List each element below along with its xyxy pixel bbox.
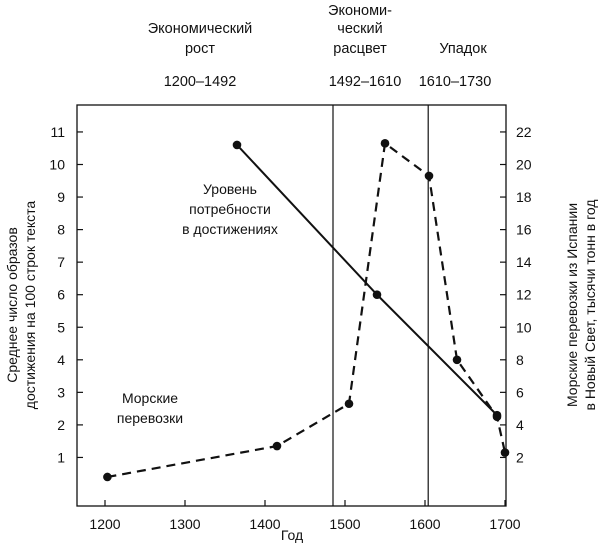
left-axis-title: Среднее число образов достижения на 100 …	[4, 201, 38, 410]
left-axis-title-line-2: достижения на 100 строк текста	[22, 201, 38, 410]
right-axis-ticks: 2 4 6 8 10 12 14 16 18 20 22	[500, 124, 532, 465]
x-axis-ticks: 1200 1300 1400 1500 1600 1700	[89, 500, 521, 532]
right-axis-title-line-2: в Новый Свет, тысячи тонн в год	[582, 199, 598, 410]
left-tick-label-9: 9	[57, 189, 65, 205]
period-3-name-line-1: Упадок	[439, 41, 487, 57]
period-2-name-line-1: Экономи-	[328, 3, 392, 19]
x-tick-label-1700: 1700	[489, 516, 520, 532]
series-2-point-3	[344, 399, 354, 409]
left-axis-ticks: 1 2 3 4 5 6 7 8 9 10 11	[49, 124, 83, 465]
achievement-label-line-3: в достижениях	[182, 221, 278, 237]
period-2-name-line-2: ческий	[337, 21, 382, 37]
series-labels: Уровень потребности в достижениях Морски…	[117, 181, 278, 426]
right-tick-label-16: 16	[516, 222, 532, 238]
right-tick-label-20: 20	[516, 157, 532, 173]
x-tick-label-1400: 1400	[249, 516, 280, 532]
series-layer	[103, 139, 510, 482]
right-tick-label-2: 2	[516, 449, 524, 465]
right-tick-label-8: 8	[516, 352, 524, 368]
achievement-label-line-1: Уровень	[203, 181, 257, 197]
period-2-name-line-3: расцвет	[333, 41, 387, 57]
series-2-point-1	[103, 472, 112, 482]
left-tick-label-10: 10	[49, 157, 65, 173]
period-2-range: 1492–1610	[329, 74, 402, 90]
x-tick-label-1500: 1500	[329, 516, 360, 532]
left-tick-label-3: 3	[57, 384, 65, 400]
right-axis-title-line-1: Морские перевозки из Испании	[564, 203, 580, 407]
right-tick-label-22: 22	[516, 124, 532, 140]
series-2-point-7	[492, 412, 502, 422]
period-1-name-line-2: рост	[185, 41, 215, 57]
period-headers: Экономический рост Экономи- ческий расцв…	[148, 3, 492, 90]
series-2-point-4	[380, 139, 390, 148]
left-axis-title-line-1: Среднее число образов	[4, 227, 20, 383]
series-2-point-5	[424, 171, 434, 181]
right-tick-label-14: 14	[516, 254, 532, 270]
left-tick-label-5: 5	[57, 319, 65, 335]
left-tick-label-11: 11	[50, 124, 65, 140]
x-tick-label-1600: 1600	[409, 516, 440, 532]
left-tick-label-6: 6	[57, 287, 65, 303]
right-tick-label-10: 10	[516, 319, 532, 335]
series-2-point-6	[452, 355, 462, 365]
plot-frame	[76, 104, 507, 507]
series-line-2	[107, 141, 507, 479]
series-1-point-2	[372, 290, 382, 300]
shipping-label-line-2: перевозки	[117, 410, 183, 426]
right-tick-label-6: 6	[516, 384, 524, 400]
left-tick-label-7: 7	[57, 254, 65, 270]
shipping-label-line-1: Морские	[122, 390, 178, 406]
right-axis-title: Морские перевозки из Испании в Новый Све…	[564, 199, 598, 410]
right-tick-label-18: 18	[516, 189, 532, 205]
x-tick-label-1200: 1200	[89, 516, 120, 532]
period-1-range: 1200–1492	[164, 74, 237, 90]
series-2-point-2	[272, 441, 282, 451]
left-tick-label-1: 1	[57, 449, 65, 465]
x-tick-label-1300: 1300	[169, 516, 200, 532]
period-1-name-line-1: Экономический	[148, 21, 253, 37]
achievement-label-line-2: потребности	[189, 201, 271, 217]
x-axis-title: Год	[281, 527, 303, 543]
series-2-point-8	[500, 448, 510, 457]
right-tick-label-12: 12	[516, 287, 532, 303]
left-tick-label-2: 2	[57, 417, 65, 433]
period-3-range: 1610–1730	[419, 74, 492, 90]
series-1-point-1	[232, 140, 242, 150]
left-tick-label-4: 4	[57, 352, 65, 368]
right-tick-label-4: 4	[516, 417, 524, 433]
left-tick-label-8: 8	[57, 222, 65, 238]
